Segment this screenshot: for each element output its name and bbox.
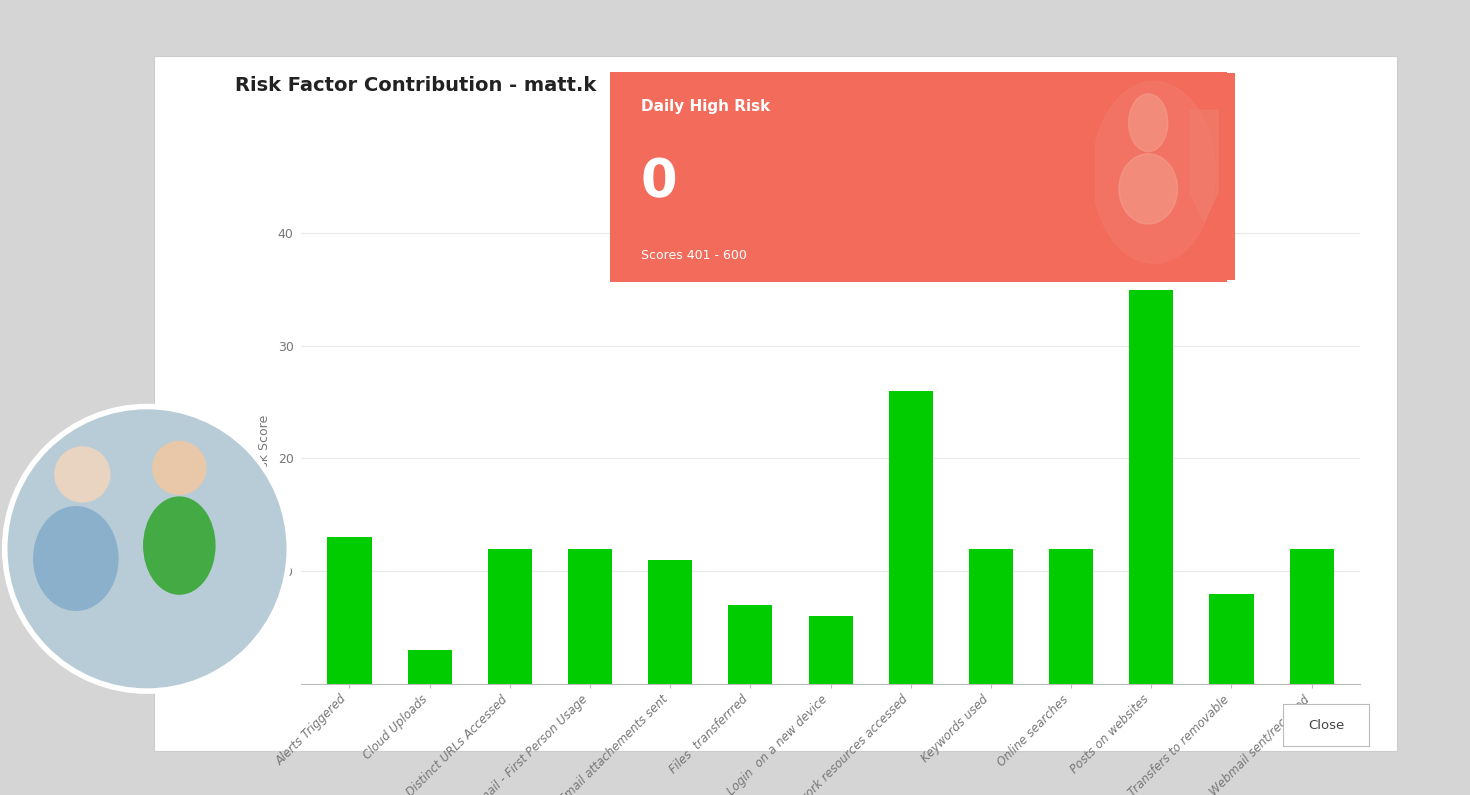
Bar [1289,549,1333,684]
Bar [488,549,532,684]
Text: Daily High Risk: Daily High Risk [641,99,770,114]
Circle shape [1129,94,1167,152]
Text: Close: Close [1308,719,1344,731]
Bar [969,549,1013,684]
Circle shape [54,447,110,502]
Text: Risk Factor Contribution - matt.k: Risk Factor Contribution - matt.k [235,76,597,95]
Circle shape [153,441,206,494]
Ellipse shape [144,497,215,594]
Circle shape [1092,81,1216,263]
Bar [889,391,933,684]
Circle shape [4,406,290,691]
Ellipse shape [1119,153,1177,224]
Bar [567,549,612,684]
Bar [4,406,290,691]
Ellipse shape [34,506,118,611]
Bar [648,560,692,684]
Y-axis label: Risk Score: Risk Score [257,414,270,480]
Text: 0: 0 [641,156,678,207]
Polygon shape [1191,111,1219,222]
Bar [1050,549,1094,684]
Bar [328,537,372,684]
Bar [407,650,451,684]
Bar [728,605,772,684]
Bar [1210,594,1254,684]
Bar [809,616,853,684]
Bar [1129,289,1173,684]
Text: Scores 401 - 600: Scores 401 - 600 [641,249,747,262]
